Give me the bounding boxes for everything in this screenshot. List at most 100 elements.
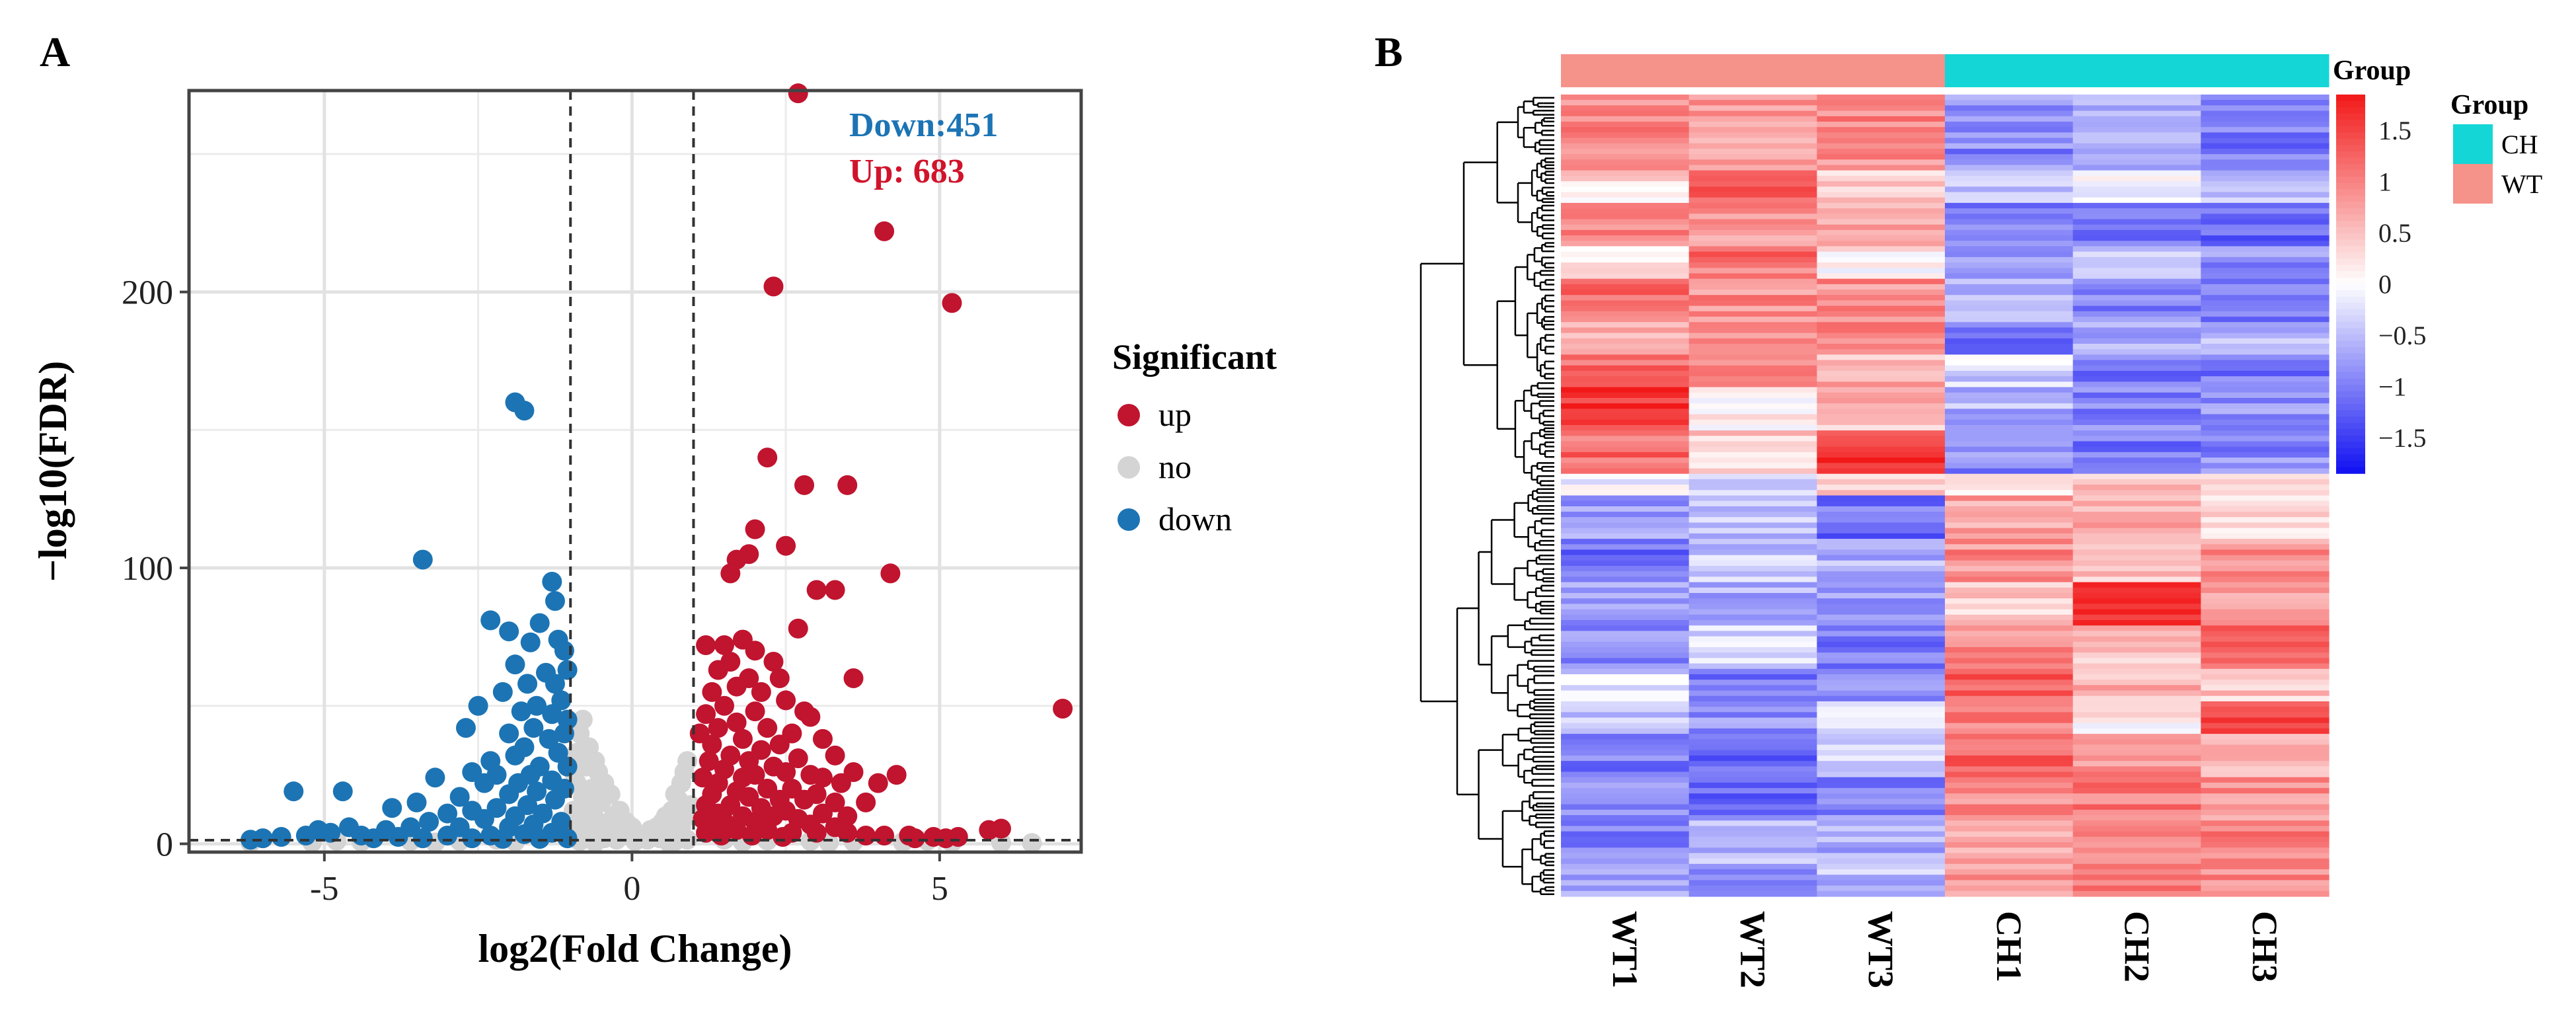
point-down <box>492 682 513 702</box>
heatmap-cell <box>2072 571 2201 578</box>
heatmap-cell <box>1817 457 1946 463</box>
point-up <box>905 828 925 849</box>
heatmap-cell <box>1688 251 1817 258</box>
heatmap-cell <box>1945 549 2074 556</box>
heatmap-cell <box>1817 273 1946 280</box>
heatmap-cell <box>1945 804 2074 810</box>
heatmap-cell <box>1561 451 1690 458</box>
heatmap-cell <box>1688 224 1817 231</box>
heatmap-cell <box>1817 782 1946 789</box>
heatmap-cell <box>1817 761 1946 767</box>
heatmap-cell <box>1688 365 1817 372</box>
colorbar-segment <box>2336 378 2365 386</box>
heatmap-cell <box>1688 202 1817 209</box>
heatmap-cell <box>1561 214 1690 220</box>
heatmap-cell <box>1817 143 1946 149</box>
heatmap-cell <box>1817 327 1946 334</box>
heatmap-cell <box>1561 836 1690 843</box>
heatmap-cell <box>2072 685 2201 691</box>
heatmap-cell <box>1945 197 2074 204</box>
colorbar-segment <box>2336 233 2365 241</box>
heatmap-cell <box>1688 175 1817 182</box>
heatmap-cell <box>2201 360 2330 366</box>
group-bar-cell-wt <box>1561 54 1690 87</box>
heatmap-cell <box>1561 885 1690 892</box>
colorbar-segment <box>2336 460 2365 468</box>
heatmap-cell <box>1688 728 1817 734</box>
heatmap-cell <box>2072 826 2201 832</box>
heatmap-cell <box>2072 734 2201 740</box>
heatmap-cell <box>2072 701 2201 707</box>
point-up <box>868 773 888 793</box>
heatmap-cell <box>1561 419 1690 426</box>
heatmap-cell <box>1561 235 1690 241</box>
point-up <box>745 641 765 661</box>
heatmap-cell <box>1817 598 1946 605</box>
heatmap-cell <box>2201 208 2330 214</box>
heatmap-cell <box>2201 636 2330 643</box>
volcano-y-ticks: 0 100 200 <box>122 274 189 863</box>
heatmap-cell <box>2201 695 2330 702</box>
heatmap-column-labels: WT1 WT2 WT3 CH1 CH2 CH3 <box>1605 911 2285 988</box>
point-up <box>788 618 808 639</box>
heatmap-cell <box>2072 419 2201 426</box>
heatmap-cell <box>1817 436 1946 442</box>
heatmap-cell <box>1945 295 2074 301</box>
heatmap-cell <box>1817 365 1946 372</box>
heatmap-cell <box>1945 485 2074 490</box>
heatmap-cell <box>1561 110 1690 117</box>
heatmap-cell <box>1688 143 1817 149</box>
point-no <box>665 784 685 804</box>
heatmap-cell <box>1945 284 2074 290</box>
heatmap-cell <box>2201 809 2330 816</box>
heatmap-cell <box>1817 593 1946 599</box>
heatmap-cell <box>1817 262 1946 268</box>
heatmap-cell <box>1817 473 1946 480</box>
heatmap-cell <box>1817 441 1946 448</box>
heatmap-cell <box>1561 148 1690 155</box>
point-up <box>773 827 793 847</box>
point-down <box>523 718 544 738</box>
heatmap-cell <box>1561 690 1690 697</box>
point-up <box>739 668 759 689</box>
heatmap-cell <box>2072 761 2201 767</box>
heatmap-cell <box>1688 750 1817 756</box>
heatmap-cell <box>1561 875 1690 881</box>
heatmap-cell <box>1561 446 1690 453</box>
heatmap-cell <box>1817 717 1946 724</box>
point-up <box>720 563 741 584</box>
heatmap-cell <box>1561 777 1690 783</box>
point-no <box>680 795 701 816</box>
heatmap-cell <box>1945 262 2074 268</box>
heatmap-cell <box>2201 224 2330 231</box>
heatmap-cell <box>1817 771 1946 778</box>
heatmap-cell <box>1561 668 1690 675</box>
heatmap-cell <box>1945 344 2074 350</box>
colorbar-tick-label: 0.5 <box>2378 218 2411 248</box>
heatmap-cell <box>2072 739 2201 746</box>
heatmap-cell <box>1945 95 2074 100</box>
heatmap-cell <box>2201 614 2330 621</box>
heatmap-cell <box>1561 869 1690 875</box>
point-up <box>741 825 762 845</box>
heatmap-cell <box>1945 110 2074 117</box>
group-bar-cell-ch <box>2072 54 2201 87</box>
point-up <box>702 682 722 702</box>
heatmap-cell <box>1561 815 1690 821</box>
heatmap-cell <box>1817 890 1946 897</box>
heatmap-cell <box>1688 446 1817 453</box>
heatmap-cell <box>2072 766 2201 773</box>
heatmap-cell <box>1561 631 1690 637</box>
heatmap-cell <box>1817 317 1946 323</box>
point-up <box>763 276 784 297</box>
heatmap-cell <box>1561 544 1690 551</box>
heatmap-cell <box>2201 137 2330 144</box>
heatmap-cell <box>1561 549 1690 556</box>
heatmap-cell <box>2072 560 2201 567</box>
heatmap-cell <box>1945 256 2074 263</box>
heatmap-cell <box>1945 744 2074 751</box>
heatmap-cell <box>2072 317 2201 323</box>
heatmap-cell <box>1817 620 1946 626</box>
heatmap-cell <box>1688 695 1817 702</box>
point-up <box>711 825 732 845</box>
